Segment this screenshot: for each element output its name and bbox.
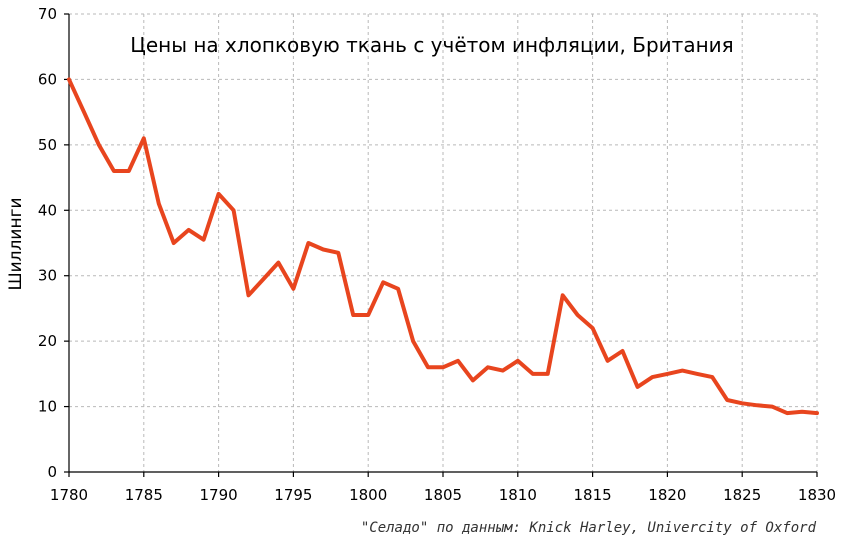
data-point bbox=[576, 313, 580, 317]
x-tick-label: 1805 bbox=[424, 486, 462, 504]
data-point bbox=[247, 293, 251, 297]
data-point bbox=[606, 359, 610, 363]
y-axis-label: Шиллинги bbox=[6, 197, 26, 290]
data-point bbox=[680, 369, 684, 373]
data-point bbox=[456, 359, 460, 363]
data-point bbox=[815, 411, 819, 415]
data-point bbox=[650, 375, 654, 379]
grid bbox=[68, 13, 818, 473]
data-point bbox=[217, 192, 221, 196]
data-point bbox=[740, 401, 744, 405]
data-point bbox=[695, 372, 699, 376]
x-tick-label: 1795 bbox=[274, 486, 312, 504]
y-tick-label: 10 bbox=[38, 398, 57, 416]
data-point bbox=[621, 349, 625, 353]
x-tick-label: 1785 bbox=[125, 486, 163, 504]
series-layer bbox=[67, 77, 819, 416]
data-point bbox=[351, 313, 355, 317]
x-tick-label: 1825 bbox=[723, 486, 761, 504]
data-point bbox=[426, 365, 430, 369]
tick-labels: 1780 1785 1790 1795 1800 1805 1810 1815 1820 1825… bbox=[38, 5, 836, 504]
axes bbox=[64, 13, 818, 477]
data-point bbox=[800, 410, 804, 414]
data-point bbox=[665, 372, 669, 376]
data-point bbox=[187, 228, 191, 232]
x-tick-label: 1800 bbox=[349, 486, 387, 504]
data-point bbox=[321, 248, 325, 252]
data-point bbox=[142, 136, 146, 140]
data-point bbox=[381, 280, 385, 284]
y-tick-label: 0 bbox=[47, 463, 57, 481]
data-point bbox=[411, 339, 415, 343]
data-point bbox=[112, 169, 116, 173]
data-point bbox=[157, 202, 161, 206]
data-point bbox=[501, 369, 505, 373]
data-point bbox=[82, 110, 86, 114]
data-point bbox=[97, 143, 101, 147]
data-point bbox=[396, 287, 400, 291]
data-point bbox=[366, 313, 370, 317]
data-point bbox=[202, 238, 206, 242]
data-point bbox=[531, 372, 535, 376]
data-point bbox=[546, 372, 550, 376]
data-point bbox=[67, 77, 71, 81]
data-point bbox=[635, 385, 639, 389]
y-tick-label: 20 bbox=[38, 332, 57, 350]
data-point bbox=[172, 241, 176, 245]
x-tick-label: 1830 bbox=[798, 486, 836, 504]
x-tick-label: 1815 bbox=[574, 486, 612, 504]
source-note: "Селадо" по данным: Knick Harley, Univer… bbox=[361, 520, 817, 536]
x-tick-label: 1810 bbox=[499, 486, 537, 504]
data-point bbox=[291, 287, 295, 291]
data-point bbox=[232, 208, 236, 212]
data-point bbox=[561, 293, 565, 297]
data-point bbox=[471, 378, 475, 382]
data-point bbox=[785, 411, 789, 415]
data-point bbox=[306, 241, 310, 245]
data-point bbox=[770, 405, 774, 409]
x-tick-label: 1820 bbox=[648, 486, 686, 504]
data-point bbox=[755, 403, 759, 407]
data-point bbox=[725, 398, 729, 402]
y-tick-label: 60 bbox=[38, 70, 57, 88]
chart-title: Цены на хлопковую ткань с учётом инфляци… bbox=[130, 33, 733, 57]
data-point bbox=[486, 365, 490, 369]
y-tick-label: 70 bbox=[38, 5, 57, 23]
x-tick-label: 1780 bbox=[50, 486, 88, 504]
y-tick-label: 50 bbox=[38, 136, 57, 154]
data-point bbox=[441, 365, 445, 369]
y-tick-label: 40 bbox=[38, 201, 57, 219]
data-point bbox=[591, 326, 595, 330]
data-point bbox=[276, 261, 280, 265]
data-point bbox=[710, 375, 714, 379]
x-tick-label: 1790 bbox=[200, 486, 238, 504]
data-point bbox=[336, 251, 340, 255]
data-point bbox=[127, 169, 131, 173]
data-point bbox=[516, 359, 520, 363]
y-tick-label: 30 bbox=[38, 267, 57, 285]
data-point bbox=[261, 277, 265, 281]
